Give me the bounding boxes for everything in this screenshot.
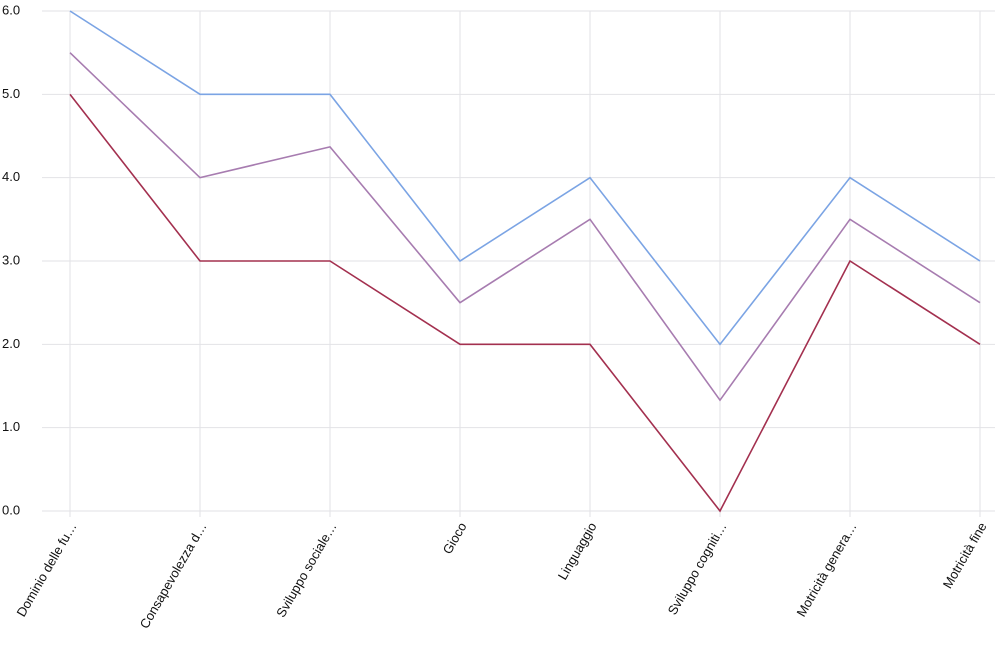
y-tick-label: 2.0 bbox=[2, 336, 20, 351]
x-tick-label: Dominio delle fu… bbox=[13, 520, 79, 619]
y-tick-label: 3.0 bbox=[2, 252, 20, 267]
x-tick-label: Sviluppo cogniti… bbox=[665, 520, 730, 618]
series-line bbox=[69, 52, 981, 402]
x-tick-label: Consapevolezza d… bbox=[137, 520, 210, 631]
x-tick-label: Motricità genera… bbox=[793, 520, 859, 619]
y-tick-label: 6.0 bbox=[2, 2, 20, 17]
y-tick-label: 5.0 bbox=[2, 86, 20, 101]
series-line bbox=[69, 10, 981, 346]
y-tick-label: 4.0 bbox=[2, 169, 20, 184]
series-line bbox=[69, 93, 981, 513]
x-tick-label: Motricità fine bbox=[940, 520, 990, 591]
x-tick-label: Sviluppo sociale… bbox=[273, 520, 339, 620]
y-tick-label: 1.0 bbox=[2, 419, 20, 434]
y-tick-label: 0.0 bbox=[2, 502, 20, 517]
x-tick-label: Gioco bbox=[440, 520, 470, 557]
x-tick-label: Linguaggio bbox=[555, 520, 600, 583]
